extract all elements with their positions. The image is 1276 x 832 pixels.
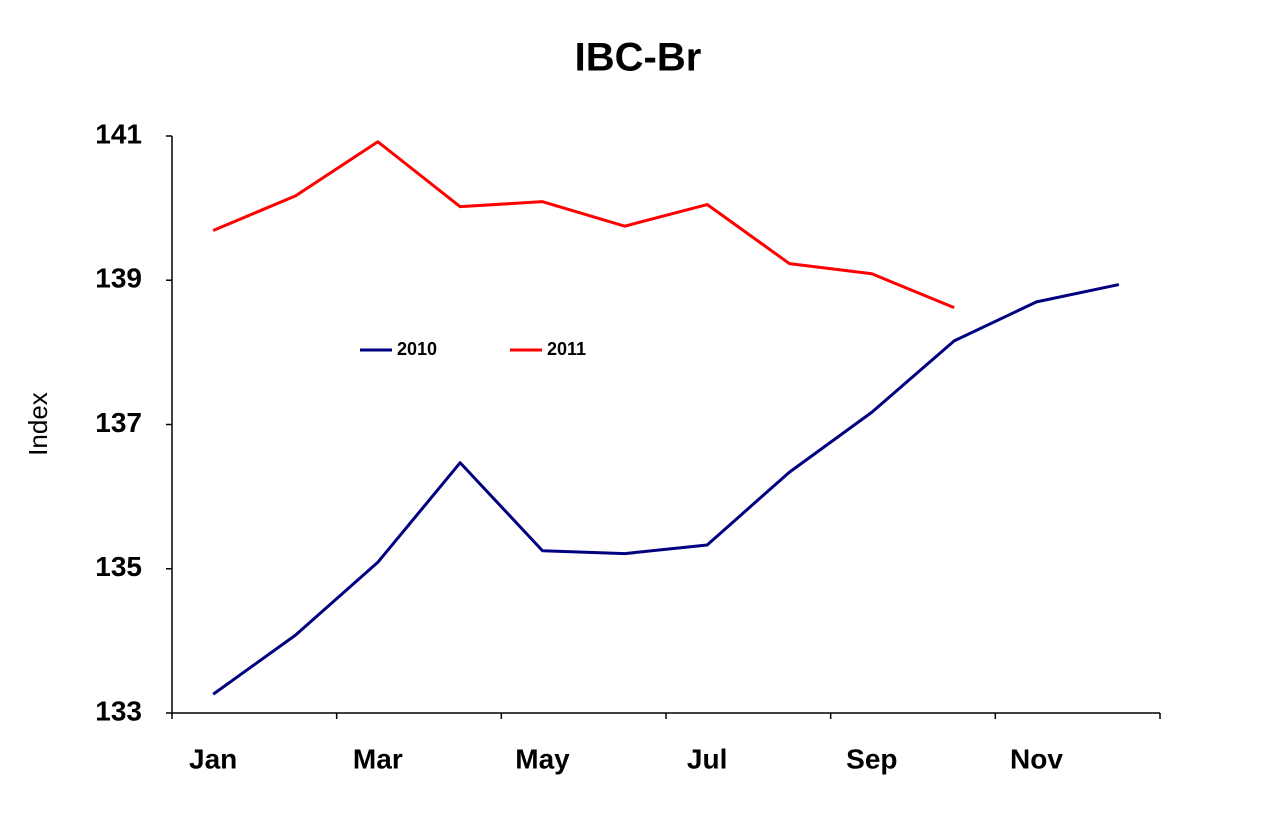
x-tick-label: Sep (846, 743, 897, 774)
y-tick-label: 139 (95, 263, 142, 294)
legend-label: 2011 (547, 339, 586, 359)
y-tick-label: 137 (95, 407, 142, 438)
x-tick-label: Jul (687, 743, 727, 774)
y-tick-label: 133 (95, 695, 142, 726)
legend-label: 2010 (397, 339, 437, 359)
x-tick-label: May (515, 743, 570, 774)
x-tick-label: Jan (189, 743, 237, 774)
y-tick-label: 135 (95, 551, 142, 582)
chart-title: IBC-Br (575, 36, 702, 80)
y-tick-label: 141 (95, 118, 142, 149)
x-tick-label: Nov (1010, 743, 1063, 774)
y-axis-label: Index (23, 392, 53, 456)
x-tick-label: Mar (353, 743, 403, 774)
line (212, 283, 1120, 696)
line (212, 140, 955, 310)
